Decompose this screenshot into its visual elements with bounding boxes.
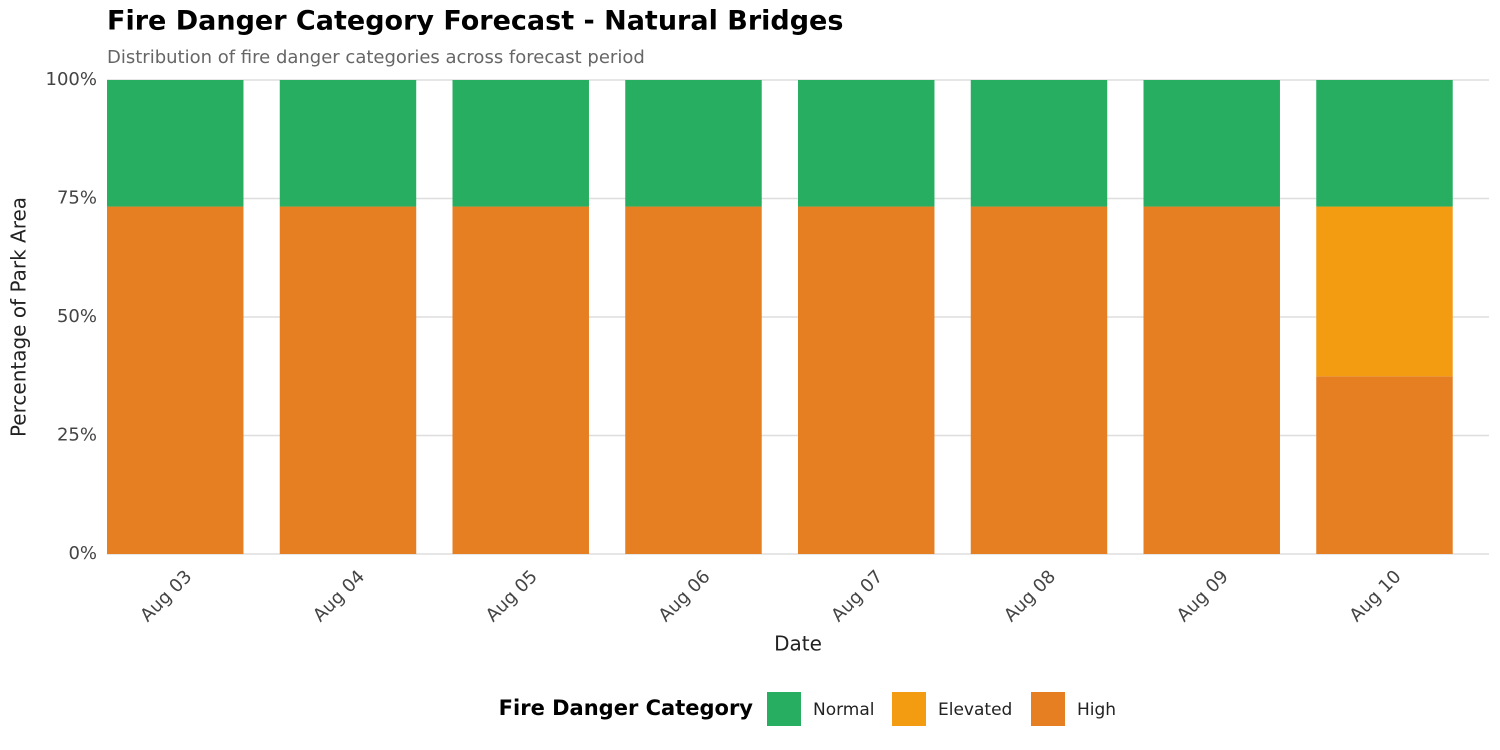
legend-swatch (892, 692, 926, 726)
bar-segment (1143, 206, 1280, 555)
bar-segment (798, 80, 935, 207)
bar-segment (1316, 376, 1453, 554)
bar-segment (625, 80, 762, 207)
bar-segment (1316, 80, 1453, 207)
chart-subtitle: Distribution of fire danger categories a… (107, 47, 645, 68)
bar-segment (107, 206, 244, 555)
bar-segment (970, 206, 1108, 555)
y-axis-label: Percentage of Park Area (7, 197, 31, 437)
legend-label: High (1077, 700, 1116, 720)
legend-swatch (1031, 692, 1065, 726)
x-tick-label: Aug 05 (482, 566, 542, 626)
bar-segment (1316, 206, 1453, 377)
y-tick-label: 75% (57, 188, 97, 209)
bar-segment (279, 80, 417, 207)
x-axis-label: Date (774, 632, 822, 656)
y-tick-label: 0% (68, 543, 97, 564)
x-tick-label: Aug 08 (1000, 566, 1060, 626)
bar-segment (452, 206, 589, 555)
x-tick-label: Aug 06 (655, 566, 715, 626)
x-tick-label: Aug 04 (309, 566, 369, 626)
bar-segment (625, 206, 762, 555)
y-tick-label: 100% (46, 69, 97, 90)
legend-label: Elevated (938, 700, 1012, 720)
x-tick-label: Aug 10 (1346, 566, 1406, 626)
x-tick-label: Aug 09 (1173, 566, 1233, 626)
bar-segment (1143, 80, 1280, 207)
bar-segment (798, 206, 935, 555)
legend-label: Normal (813, 700, 875, 720)
y-tick-label: 50% (57, 306, 97, 327)
bar-segment (279, 206, 417, 555)
legend-swatch (767, 692, 801, 726)
chart-title: Fire Danger Category Forecast - Natural … (107, 6, 843, 37)
bar-segment (970, 80, 1108, 207)
y-tick-label: 25% (57, 425, 97, 446)
x-tick-label: Aug 07 (827, 566, 887, 626)
x-tick-label: Aug 03 (136, 566, 196, 626)
bar-segment (107, 80, 244, 207)
legend-title: Fire Danger Category (499, 696, 754, 720)
bar-segment (452, 80, 589, 207)
